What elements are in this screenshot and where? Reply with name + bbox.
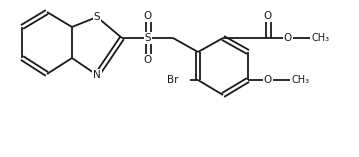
Text: O: O [144, 55, 152, 65]
Text: CH₃: CH₃ [312, 33, 330, 43]
Text: O: O [144, 11, 152, 21]
Text: O: O [284, 33, 292, 43]
Text: S: S [94, 12, 100, 22]
Text: O: O [264, 75, 272, 85]
Text: N: N [93, 70, 101, 80]
Text: S: S [145, 33, 151, 43]
Text: O: O [264, 11, 272, 21]
Text: CH₃: CH₃ [292, 75, 310, 85]
Text: Br: Br [167, 75, 178, 85]
